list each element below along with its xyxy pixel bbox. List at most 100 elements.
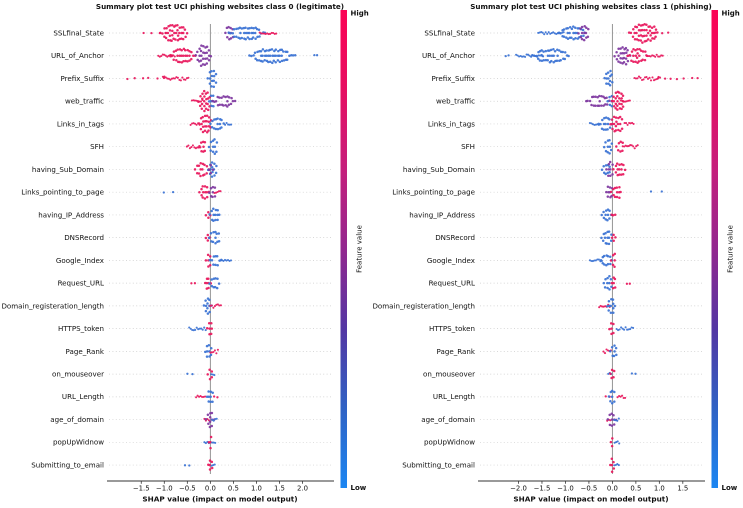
shap-cluster-b [504,54,510,58]
feature-label: Submitting_to_email [402,460,475,469]
shap-cluster-b [183,464,191,467]
x-tick-label: 0.5 [630,485,641,493]
feature-label: URL_Length [433,392,475,401]
shap-cluster-b [162,190,175,194]
shap-cluster-r [197,114,213,134]
shap-cluster-b [210,373,216,377]
feature-label: Google_Index [427,256,475,265]
colorbar-high-label: High [351,10,369,18]
colorbar-title: Feature value [727,225,735,273]
shap-cluster-r [616,394,627,400]
shap-cluster-p [194,44,213,68]
shap-cluster-b [649,190,663,193]
shap-cluster-b [206,69,218,88]
shap-cluster-r [609,252,617,268]
shap-cluster-p [208,185,217,199]
shap-cluster-b [609,344,618,358]
shap-cluster-r [609,368,616,380]
shap-cluster-r [625,282,631,285]
shap-cluster-r [633,75,662,82]
feature-label: age_of_domain [421,415,475,424]
feature-label: web_traffic [65,97,104,106]
shap-cluster-b [205,390,214,404]
shap-cluster-p [605,160,614,177]
x-tick-label: 2.0 [297,485,308,493]
feature-label: Submitting_to_email [31,460,104,469]
feature-label: DNSRecord [435,233,475,242]
shap-cluster-p [577,24,590,42]
feature-label: Links_pointing_to_page [21,188,104,197]
feature-label: Google_Index [56,256,104,265]
x-axis-label: SHAP value (impact on model output) [142,495,297,504]
feature-label: Page_Rank [437,347,476,356]
shap-cluster-b [208,277,221,290]
feature-label: Domain_registeration_length [372,301,475,310]
shap-cluster-b [208,207,221,223]
x-tick-label: 0.0 [205,485,216,493]
shap-cluster-b [615,326,635,332]
shap-cluster-b [211,441,217,444]
shap-cluster-r [159,23,189,42]
shap-cluster-r [619,99,631,103]
shap-cluster-b [202,297,213,315]
shap-cluster-b [204,344,213,358]
shap-cluster-b [188,326,207,332]
shap-cluster-r [207,435,213,450]
feature-label: age_of_domain [50,415,104,424]
feature-label: popUpWidnow [53,438,104,447]
shap-cluster-b [211,417,218,422]
x-tick-label: 1.5 [274,485,285,493]
plot-title: Summary plot test UCI phishing websites … [470,2,712,11]
x-tick-label: −1.0 [557,485,574,493]
feature-label: Page_Rank [66,347,105,356]
shap-cluster-b [606,298,617,315]
shap-cluster-b [603,69,614,87]
shap-cluster-r [654,31,670,35]
shap-cluster-p [585,94,611,108]
feature-label: popUpWidnow [424,438,475,447]
x-tick-label: 1.5 [677,485,688,493]
shap-cluster-p [605,185,614,199]
shap-cluster-b [219,258,233,262]
x-tick-label: 0.5 [228,485,239,493]
shap-cluster-p [211,95,237,108]
shap-cluster-r [656,76,699,81]
feature-label: Links_in_tags [57,119,104,128]
shap-cluster-b [588,258,603,263]
feature-label: SFH [90,142,104,151]
shap-cluster-r [610,276,617,290]
feature-label: having_IP_Address [409,210,475,219]
feature-label: HTTPS_token [429,324,475,333]
x-tick-label: 1.0 [251,485,262,493]
shap-cluster-p [613,46,632,66]
shap-cluster-r [205,321,214,336]
shap-cluster-r [204,253,212,268]
feature-label: DNSRecord [64,233,104,242]
shap-cluster-r [623,121,635,126]
feature-label: Domain_registeration_length [1,301,104,310]
shap-cluster-r [207,459,214,471]
shap-cluster-r [609,186,622,200]
x-tick-label: −1.0 [156,485,173,493]
colorbar-low-label: Low [722,484,738,492]
shap-cluster-r [610,233,617,242]
shap-cluster-b [515,53,545,58]
feature-label: URL_of_Anchor [422,51,475,60]
shap-cluster-b [248,48,297,65]
feature-label: web_traffic [436,97,475,106]
shap-cluster-r [209,303,222,309]
x-tick-label: −1.5 [534,485,551,493]
shap-cluster-b [313,53,319,57]
shap-cluster-r [206,368,214,381]
shap-cluster-b [613,440,621,445]
shap-cluster-r [610,213,617,217]
shap-cluster-r [621,144,639,150]
shap-cluster-r [209,348,219,355]
feature-label: URL_of_Anchor [51,51,104,60]
shap-cluster-b [210,463,216,467]
shap-cluster-b [613,417,620,422]
colorbar-high-label: High [722,10,740,18]
feature-label: Request_URL [429,279,475,288]
shap-cluster-b [224,121,233,126]
shap-cluster-b [602,138,614,155]
